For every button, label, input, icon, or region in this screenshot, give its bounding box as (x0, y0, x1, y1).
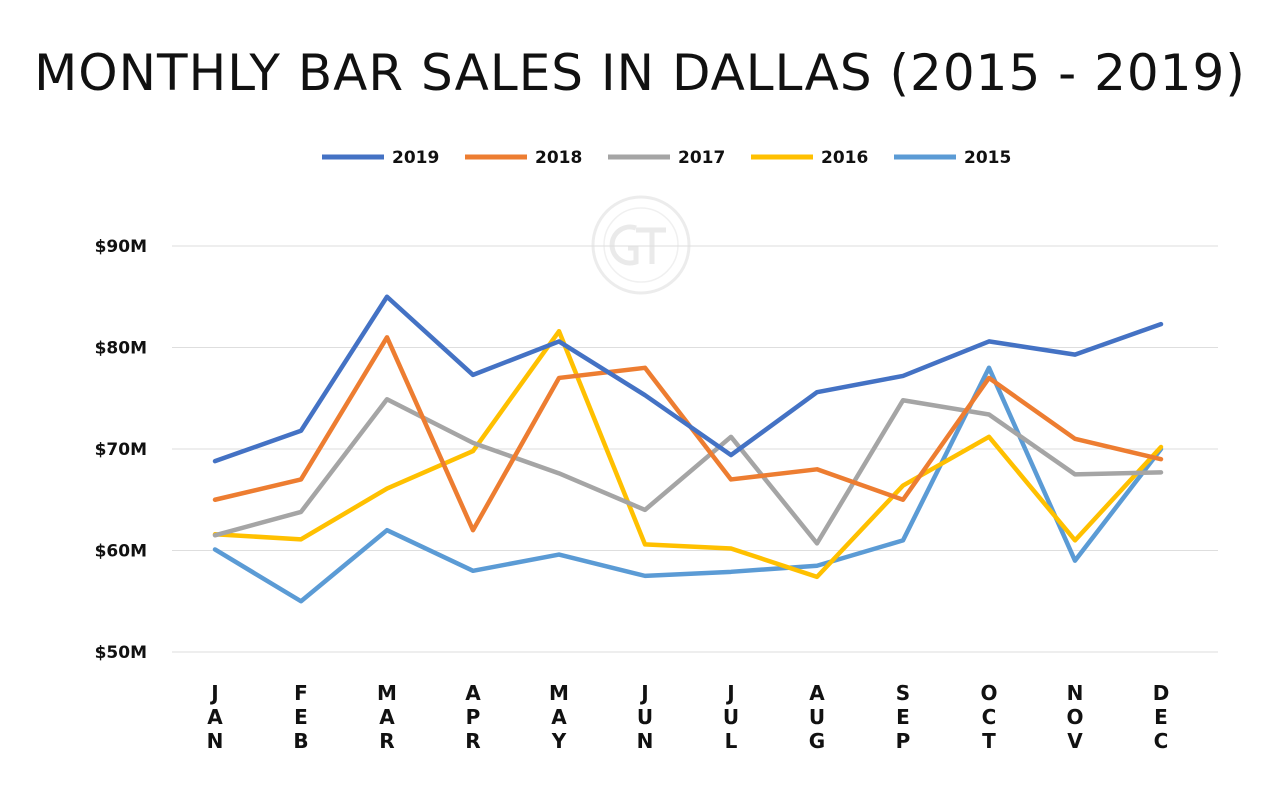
y-tick-label: $90M (95, 237, 147, 257)
series-line-2017 (212, 397, 1164, 546)
series-lines (212, 294, 1164, 604)
y-tick-label: $60M (95, 542, 147, 562)
grid (172, 245, 1218, 653)
chart-title: MONTHLY BAR SALES IN DALLAS (2015 - 2019… (34, 44, 1246, 102)
series-line-2016 (212, 329, 1164, 580)
y-tick-label: $70M (95, 440, 147, 460)
legend-item-2017: 2017 (608, 148, 725, 168)
y-tick-label: $80M (95, 339, 147, 359)
series-line-2015 (212, 365, 1164, 604)
legend-label: 2015 (964, 148, 1011, 168)
series-line-2019 (212, 294, 1164, 464)
legend-label: 2018 (535, 148, 582, 168)
legend-item-2018: 2018 (465, 148, 582, 168)
legend-label: 2016 (821, 148, 868, 168)
legend-label: 2019 (392, 148, 439, 168)
y-axis: $50M $60M $70M $80M $90M (95, 237, 147, 663)
watermark-logo (591, 195, 691, 295)
legend: 2019 2018 2017 2016 2015 (322, 148, 1011, 168)
legend-item-2015: 2015 (894, 148, 1011, 168)
y-tick-label: $50M (95, 643, 147, 663)
x-axis: J A N F E B M A R A P R M A Y J U N J U L A U G S E P O C T N O V D E C (207, 681, 1170, 753)
legend-label: 2017 (678, 148, 725, 168)
legend-item-2016: 2016 (751, 148, 868, 168)
legend-item-2019: 2019 (322, 148, 439, 168)
